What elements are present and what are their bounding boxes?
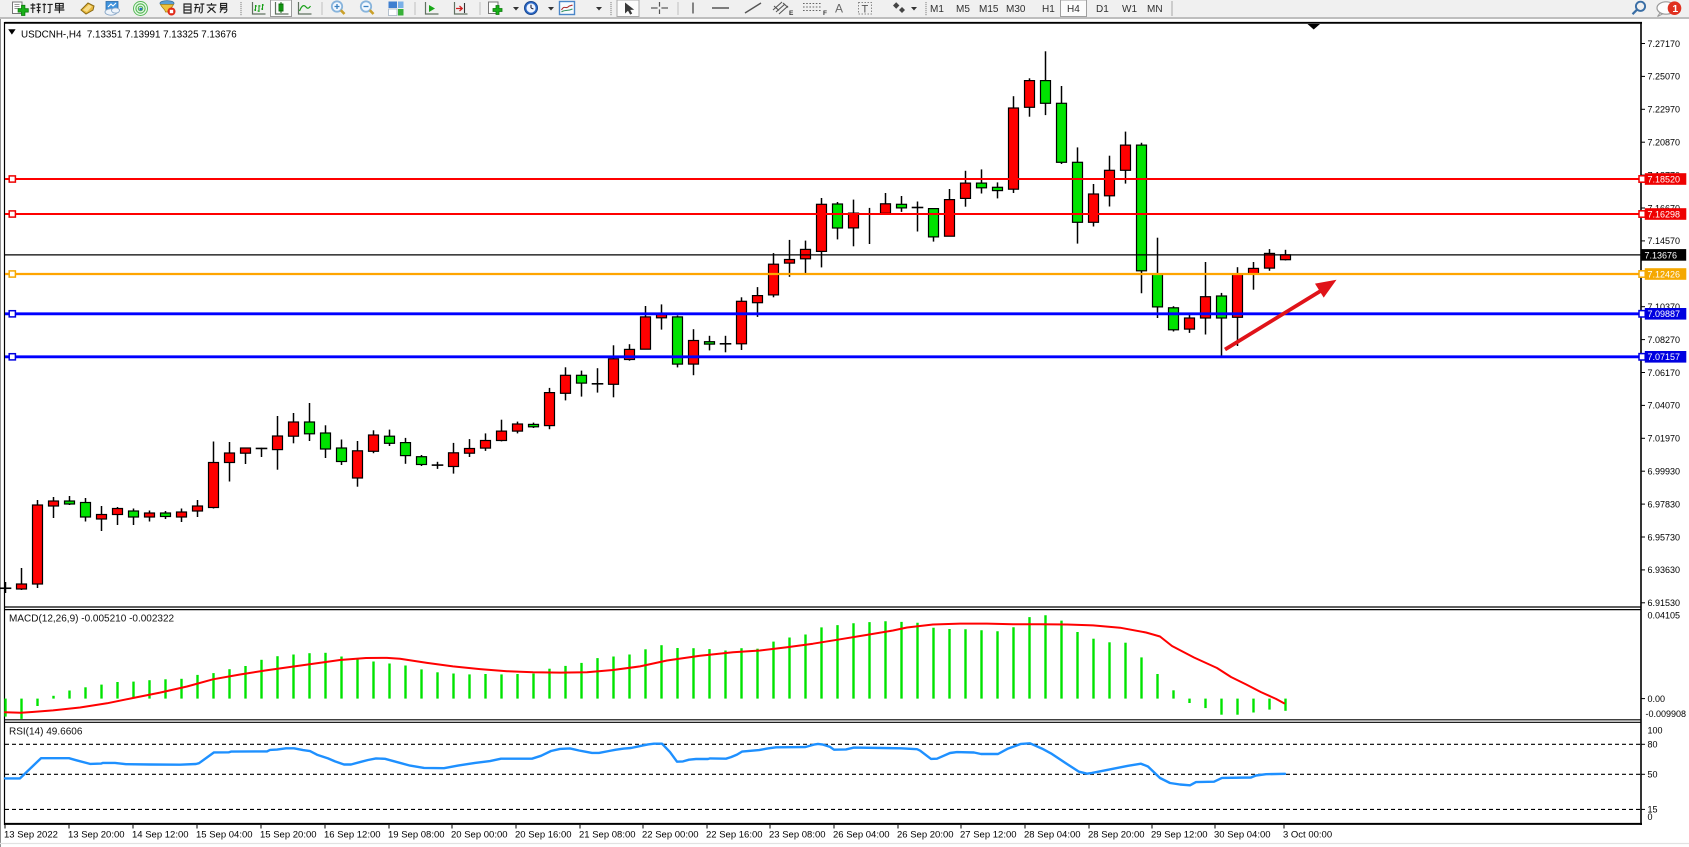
svg-text:15 Sep 04:00: 15 Sep 04:00 [196,830,253,841]
svg-text:6.91530: 6.91530 [1648,598,1681,608]
svg-text:20 Sep 16:00: 20 Sep 16:00 [515,830,572,841]
svg-text:M15: M15 [979,4,999,15]
svg-text:MACD(12,26,9) -0.005210 -0.002: MACD(12,26,9) -0.005210 -0.002322 [9,614,175,625]
svg-text:23 Sep 08:00: 23 Sep 08:00 [769,830,826,841]
svg-text:22 Sep 00:00: 22 Sep 00:00 [642,830,699,841]
svg-text:50: 50 [1648,770,1658,780]
svg-text:7.20870: 7.20870 [1648,138,1681,148]
svg-text:7.14570: 7.14570 [1648,236,1681,246]
svg-text:13 Sep 2022: 13 Sep 2022 [4,830,58,841]
svg-text:80: 80 [1648,740,1658,750]
svg-text:M5: M5 [956,4,970,15]
svg-text:D1: D1 [1096,4,1109,15]
svg-text:6.97830: 6.97830 [1648,499,1681,509]
svg-text:0.04105: 0.04105 [1648,611,1681,621]
svg-text:H1: H1 [1042,4,1055,15]
svg-text:USDCNH-,H4 7.13351 7.13991 7.: USDCNH-,H4 7.13351 7.13991 7.13325 7.136… [21,29,237,40]
svg-text:14 Sep 12:00: 14 Sep 12:00 [132,830,189,841]
svg-text:26 Sep 04:00: 26 Sep 04:00 [833,830,890,841]
svg-text:0.00: 0.00 [1648,694,1666,704]
svg-text:7.01970: 7.01970 [1648,434,1681,444]
svg-text:M30: M30 [1006,4,1026,15]
svg-text:7.27170: 7.27170 [1648,39,1681,49]
svg-text:28 Sep 04:00: 28 Sep 04:00 [1024,830,1081,841]
svg-text:100: 100 [1648,726,1663,736]
svg-text:6.95730: 6.95730 [1648,532,1681,542]
svg-text:6.99930: 6.99930 [1648,467,1681,477]
svg-text:13 Sep 20:00: 13 Sep 20:00 [68,830,125,841]
svg-text:W1: W1 [1122,4,1137,15]
svg-text:30 Sep 04:00: 30 Sep 04:00 [1214,830,1271,841]
svg-text:16 Sep 12:00: 16 Sep 12:00 [324,830,381,841]
svg-text:7.25070: 7.25070 [1648,72,1681,82]
svg-text:21 Sep 08:00: 21 Sep 08:00 [579,830,636,841]
svg-text:20 Sep 00:00: 20 Sep 00:00 [451,830,508,841]
svg-text:T: T [862,4,869,16]
svg-text:7.18520: 7.18520 [1648,174,1681,184]
svg-text:7.13676: 7.13676 [1645,250,1678,260]
svg-text:A: A [835,2,843,16]
svg-text:28 Sep 20:00: 28 Sep 20:00 [1088,830,1145,841]
svg-text:15 Sep 20:00: 15 Sep 20:00 [260,830,317,841]
svg-text:1: 1 [1672,3,1678,15]
svg-text:M1: M1 [930,4,944,15]
svg-text:26 Sep 20:00: 26 Sep 20:00 [897,830,954,841]
svg-text:7.07157: 7.07157 [1648,352,1681,362]
svg-text:15: 15 [1648,805,1658,815]
svg-text:7.06170: 7.06170 [1648,368,1681,378]
svg-text:27 Sep 12:00: 27 Sep 12:00 [960,830,1017,841]
svg-text:7.22970: 7.22970 [1648,105,1681,115]
svg-text:7.16298: 7.16298 [1648,209,1681,219]
svg-text:0: 0 [1648,812,1653,822]
svg-text:7.08270: 7.08270 [1648,335,1681,345]
svg-text:7.09887: 7.09887 [1648,309,1681,319]
svg-text:F: F [823,10,827,17]
svg-text:7.04070: 7.04070 [1648,401,1681,411]
svg-text:6.93630: 6.93630 [1648,565,1681,575]
svg-text:-0.009908: -0.009908 [1646,709,1687,719]
svg-text:MN: MN [1147,4,1163,15]
svg-text:22 Sep 16:00: 22 Sep 16:00 [706,830,763,841]
svg-text:E: E [789,10,794,17]
svg-text:7.10370: 7.10370 [1648,302,1681,312]
svg-text:19 Sep 08:00: 19 Sep 08:00 [388,830,445,841]
svg-text:H4: H4 [1067,4,1080,15]
svg-text:3 Oct 00:00: 3 Oct 00:00 [1283,830,1332,841]
svg-text:RSI(14) 49.6606: RSI(14) 49.6606 [9,727,83,738]
svg-text:7.12426: 7.12426 [1648,269,1681,279]
svg-text:29 Sep 12:00: 29 Sep 12:00 [1151,830,1208,841]
